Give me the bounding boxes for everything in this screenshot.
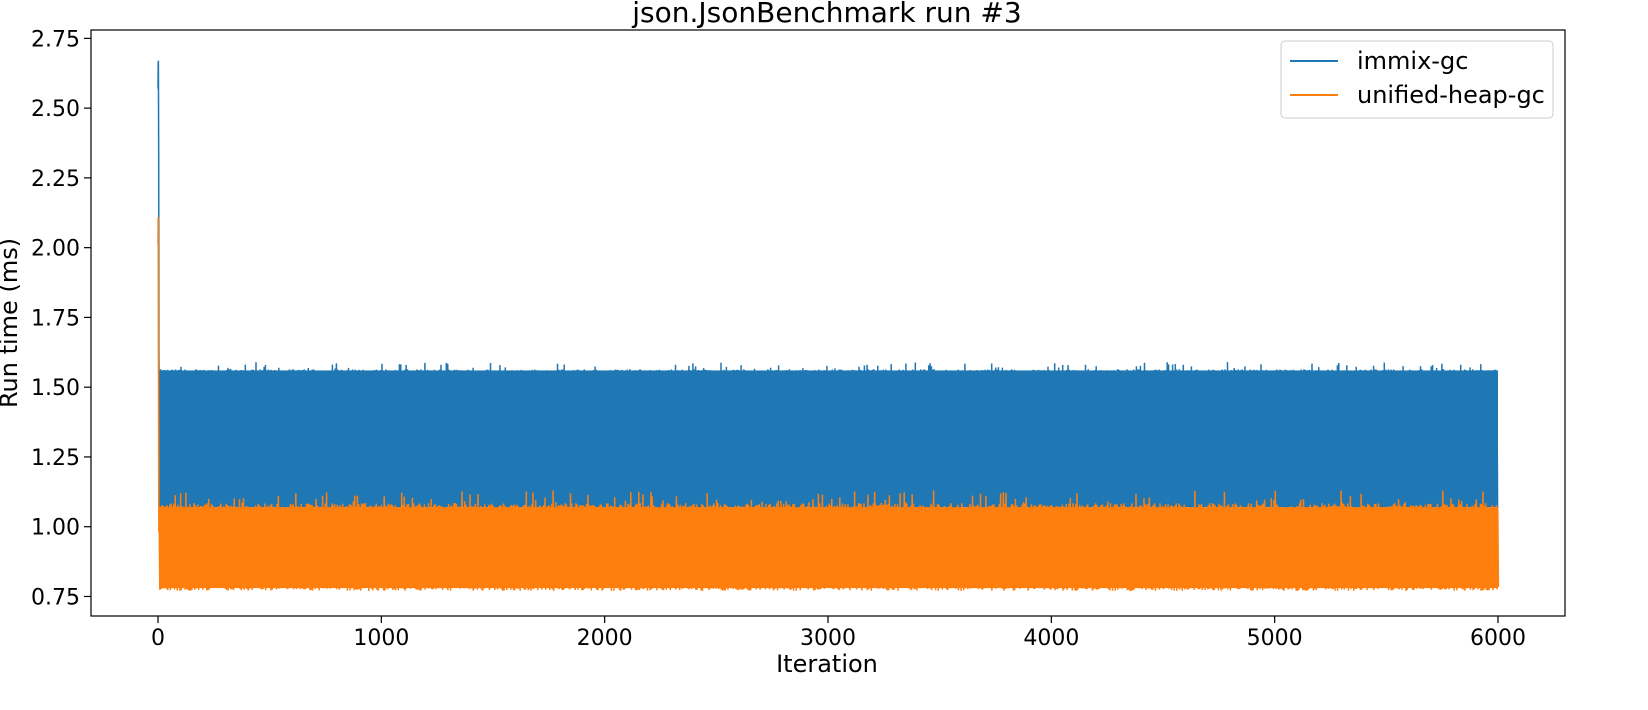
y-tick-label: 2.75 [31,27,80,52]
legend-box [1280,40,1554,119]
x-tick-label: 3000 [800,626,856,651]
y-tick-label: 1.25 [31,446,80,471]
series-line-immix-gc [157,60,1499,511]
y-tick-label: 1.00 [31,516,80,541]
x-tick-label: 0 [151,626,165,651]
legend-label-immix-gc: immix-gc [1357,47,1468,75]
x-axis: 0 1000 2000 3000 4000 5000 6000 [151,616,1526,651]
x-tick-label: 1000 [353,626,409,651]
series-layer [157,60,1500,591]
x-axis-label: Iteration [776,650,878,678]
chart-title: json.JsonBenchmark run #3 [631,0,1021,29]
series-unified-heap-gc [157,216,1500,591]
y-axis: 0.75 1.00 1.25 1.50 1.75 2.00 2.25 2.50 2.75 [31,27,91,610]
y-tick-label: 2.25 [31,167,80,192]
x-tick-label: 2000 [577,626,633,651]
x-tick-label: 5000 [1247,626,1303,651]
y-tick-label: 2.50 [31,97,80,122]
y-tick-label: 2.00 [31,237,80,262]
legend: immix-gc unified-heap-gc [1280,40,1554,119]
series-immix-gc [157,60,1499,511]
x-tick-label: 4000 [1023,626,1079,651]
series-line-unified-heap-gc [157,216,1500,591]
y-tick-label: 1.50 [31,376,80,401]
y-tick-label: 0.75 [31,585,80,610]
legend-label-unified-heap-gc: unified-heap-gc [1357,81,1545,109]
x-tick-label: 6000 [1470,626,1526,651]
y-axis-label: Run time (ms) [0,238,23,408]
y-tick-label: 1.75 [31,306,80,331]
